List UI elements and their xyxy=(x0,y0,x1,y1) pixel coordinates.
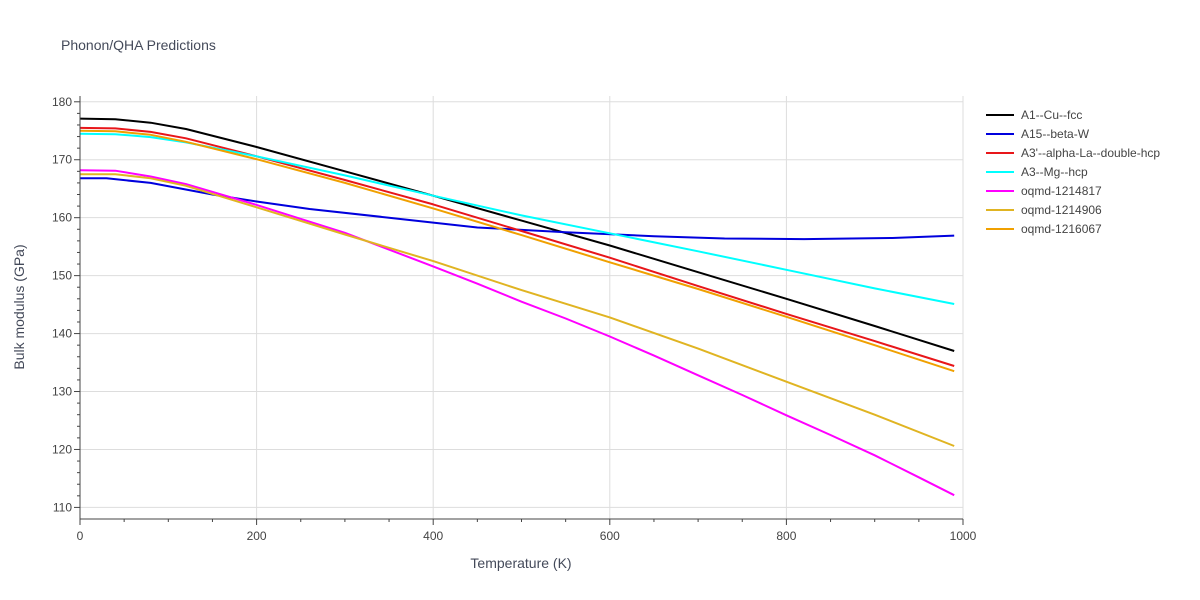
legend-item-2[interactable]: A3'--alpha-La--double-hcp xyxy=(986,146,1160,160)
series-line-1 xyxy=(80,177,955,241)
x-axis-label: Temperature (K) xyxy=(470,555,571,571)
y-tick-label: 130 xyxy=(52,385,72,399)
legend-item-0[interactable]: A1--Cu--fcc xyxy=(986,108,1082,122)
legend-label: A3'--alpha-La--double-hcp xyxy=(1021,146,1160,160)
y-tick-label: 180 xyxy=(52,95,72,109)
legend-item-1[interactable]: A15--beta-W xyxy=(986,127,1090,141)
legend-label: oqmd-1214906 xyxy=(1021,203,1102,217)
x-tick-label: 800 xyxy=(776,529,796,543)
y-tick-label: 150 xyxy=(52,269,72,283)
series-line-4 xyxy=(79,169,955,497)
x-tick-label: 1000 xyxy=(950,529,977,543)
y-tick-label: 120 xyxy=(52,442,72,456)
series-lines xyxy=(79,117,955,497)
chart-title: Phonon/QHA Predictions xyxy=(61,37,216,53)
series-line-3 xyxy=(79,132,955,305)
x-tick-label: 200 xyxy=(247,529,267,543)
axes: 0 200 400 600 800 1000 110 120 130 140 150 160 170 18… xyxy=(52,95,977,543)
y-tick-label: 160 xyxy=(52,211,72,225)
legend-item-3[interactable]: A3--Mg--hcp xyxy=(986,165,1088,179)
y-axis-label: Bulk modulus (GPa) xyxy=(11,244,27,369)
x-tick-label: 400 xyxy=(423,529,443,543)
y-tick-label: 170 xyxy=(52,153,72,167)
y-tick-label: 140 xyxy=(52,327,72,341)
legend-label: oqmd-1216067 xyxy=(1021,222,1102,236)
series-line-2 xyxy=(79,126,955,367)
series-line-6 xyxy=(79,129,955,373)
legend-label: A15--beta-W xyxy=(1021,127,1090,141)
legend-item-6[interactable]: oqmd-1216067 xyxy=(986,222,1102,236)
y-tick-label: 110 xyxy=(53,500,72,514)
gridlines xyxy=(80,96,964,519)
legend-label: oqmd-1214817 xyxy=(1021,184,1102,198)
x-tick-label: 0 xyxy=(77,529,84,543)
x-tick-label: 600 xyxy=(600,529,620,543)
legend-label: A1--Cu--fcc xyxy=(1021,108,1082,122)
legend-item-5[interactable]: oqmd-1214906 xyxy=(986,203,1102,217)
series-line-5 xyxy=(80,173,955,447)
legend[interactable]: A1--Cu--fcc A15--beta-W A3'--alpha-La--dou… xyxy=(986,108,1160,236)
legend-item-4[interactable]: oqmd-1214817 xyxy=(986,184,1102,198)
legend-label: A3--Mg--hcp xyxy=(1021,165,1088,179)
